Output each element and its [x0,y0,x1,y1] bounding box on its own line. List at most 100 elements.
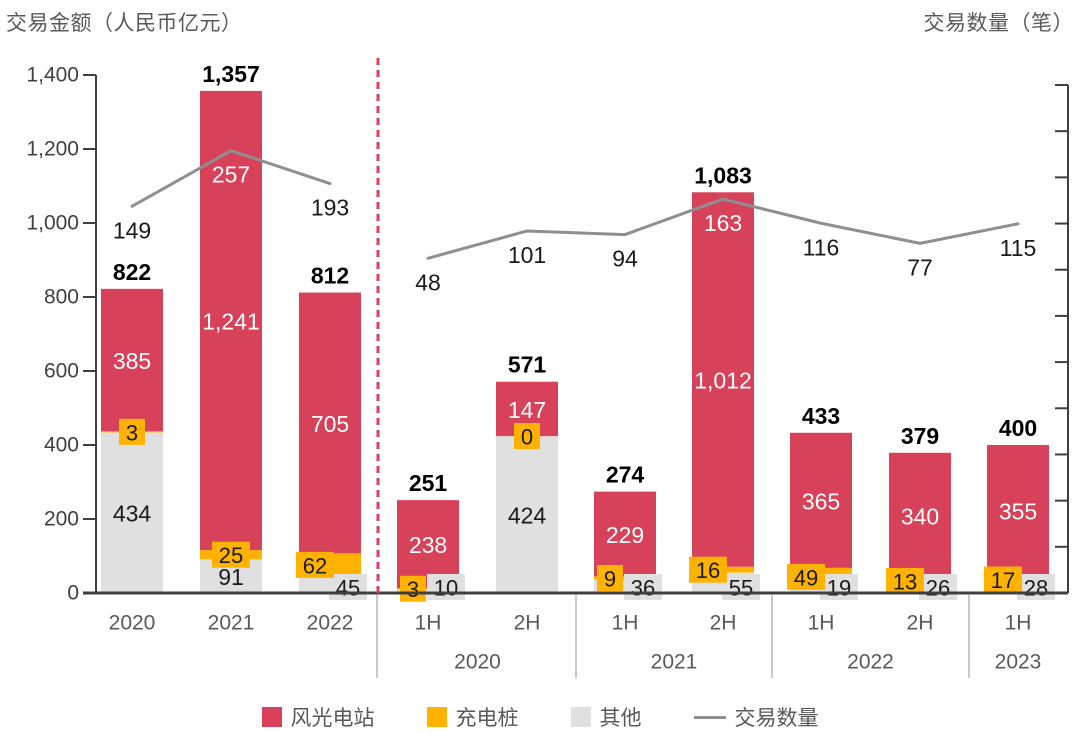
segment-label-charging: 62 [303,553,327,578]
x-axis-label: 1H [612,612,639,635]
segment-label-charging: 25 [219,543,243,568]
segment-label-charging-box [886,567,924,594]
legend-line-swatch [693,715,726,719]
segment-label-charging: 17 [991,568,1015,593]
line-value-label: 149 [113,217,151,243]
segment-label-other-box [1017,574,1055,600]
legend-label: 其他 [599,707,642,730]
segment-label-other: 55 [729,576,753,601]
total-label: 812 [311,263,349,289]
segment-label-other: 434 [113,501,152,527]
x-axis-label: 1H [808,612,835,635]
segment-label-charging-box [597,565,623,592]
segment-label-charging-box [689,556,727,583]
line-value-label: 115 [1000,235,1037,261]
x-axis-group-label: 2021 [651,651,698,674]
legend: 风光电站 充电桩 其他 交易数量 [0,701,1080,733]
segment-label-wind-solar: 147 [508,397,546,423]
x-axis-group-label: 2022 [847,651,894,674]
segment-label-other-box [919,574,957,600]
bar-segment-wind-solar [692,192,754,567]
segment-label-wind-solar: 1,241 [202,308,260,334]
total-label: 822 [113,259,151,285]
y-axis-label: 200 [44,508,79,531]
segment-label-wind-solar: 705 [311,411,349,437]
line-value-label: 116 [803,234,840,260]
left-axis-title: 交易金额（人民币亿元） [6,12,243,35]
segment-label-charging-box [984,566,1022,593]
total-label: 1,357 [202,61,260,87]
transaction-count-line [130,149,332,208]
segment-label-charging: 49 [794,565,818,590]
legend-square-swatch [426,707,447,727]
segment-label-other: 36 [631,576,655,601]
x-axis-group-label: 2023 [995,651,1042,674]
bar-segment-other [101,432,163,593]
x-axis-group-label: 2020 [454,651,501,674]
segment-label-other-box [427,574,465,600]
x-axis-label: 2022 [307,612,354,635]
total-label: 571 [508,352,547,378]
x-axis-label: 2020 [109,612,156,635]
line-value-label: 77 [907,254,933,280]
segment-label-other: 91 [218,564,244,590]
line-value-label: 94 [612,246,638,272]
segment-label-charging-box [296,551,334,578]
y-axis-label: 1,200 [26,138,79,161]
bar-segment-wind-solar [299,292,361,554]
segment-label-other: 45 [336,576,360,601]
x-axis-label: 1H [415,612,442,635]
legend-item: 风光电站 [261,702,375,732]
y-axis-label: 0 [67,582,79,605]
segment-label-charging: 0 [521,425,533,450]
segment-label-other-box [722,574,760,600]
segment-label-charging: 3 [126,420,138,445]
segment-label-charging-box [119,418,145,445]
segment-label-other: 10 [434,576,458,601]
total-label: 274 [606,462,645,488]
segment-label-wind-solar: 385 [113,348,151,374]
legend-square-swatch [570,707,591,727]
line-value-label: 101 [508,242,546,268]
segment-label-other: 26 [926,576,950,601]
segment-label-wind-solar: 365 [802,488,840,514]
bar-segment-wind-solar [889,452,951,579]
legend-item: 交易数量 [693,702,819,732]
segment-label-charging-box [212,541,250,568]
x-axis-label: 2H [907,612,934,635]
y-axis-label: 800 [44,286,79,309]
bar-segment-wind-solar [594,491,656,577]
x-axis-label: 2021 [208,612,255,635]
legend-item: 其他 [570,702,642,732]
segment-label-other: 28 [1024,576,1048,601]
segment-label-wind-solar: 340 [901,504,939,530]
bar-segment-wind-solar [101,288,163,432]
line-value-label: 48 [415,269,441,295]
bar-segment-other [496,436,558,593]
total-label: 400 [999,415,1037,441]
right-axis-title: 交易数量（笔） [923,12,1074,35]
total-label: 379 [901,423,939,449]
segment-label-wind-solar: 238 [409,532,447,558]
line-value-label: 193 [311,195,349,221]
legend-label: 交易数量 [734,707,819,730]
bar-segment-wind-solar [397,500,459,589]
line-value-label: 163 [704,210,742,236]
x-axis-label: 2H [710,612,737,635]
bar-segment-wind-solar [790,432,852,568]
legend-label: 充电桩 [455,707,519,730]
segment-label-other-box [329,574,367,600]
segment-label-wind-solar: 229 [606,522,644,548]
legend-item: 充电桩 [426,702,519,732]
y-axis-label: 1,400 [26,64,79,87]
segment-label-wind-solar: 355 [999,499,1037,525]
segment-label-other: 19 [827,576,851,601]
x-axis-label: 2H [514,612,541,635]
line-value-label: 257 [212,162,250,188]
total-label: 433 [802,403,840,429]
total-label: 1,083 [694,162,752,188]
segment-label-charging-box [514,423,540,450]
y-axis-label: 1,000 [26,212,79,235]
